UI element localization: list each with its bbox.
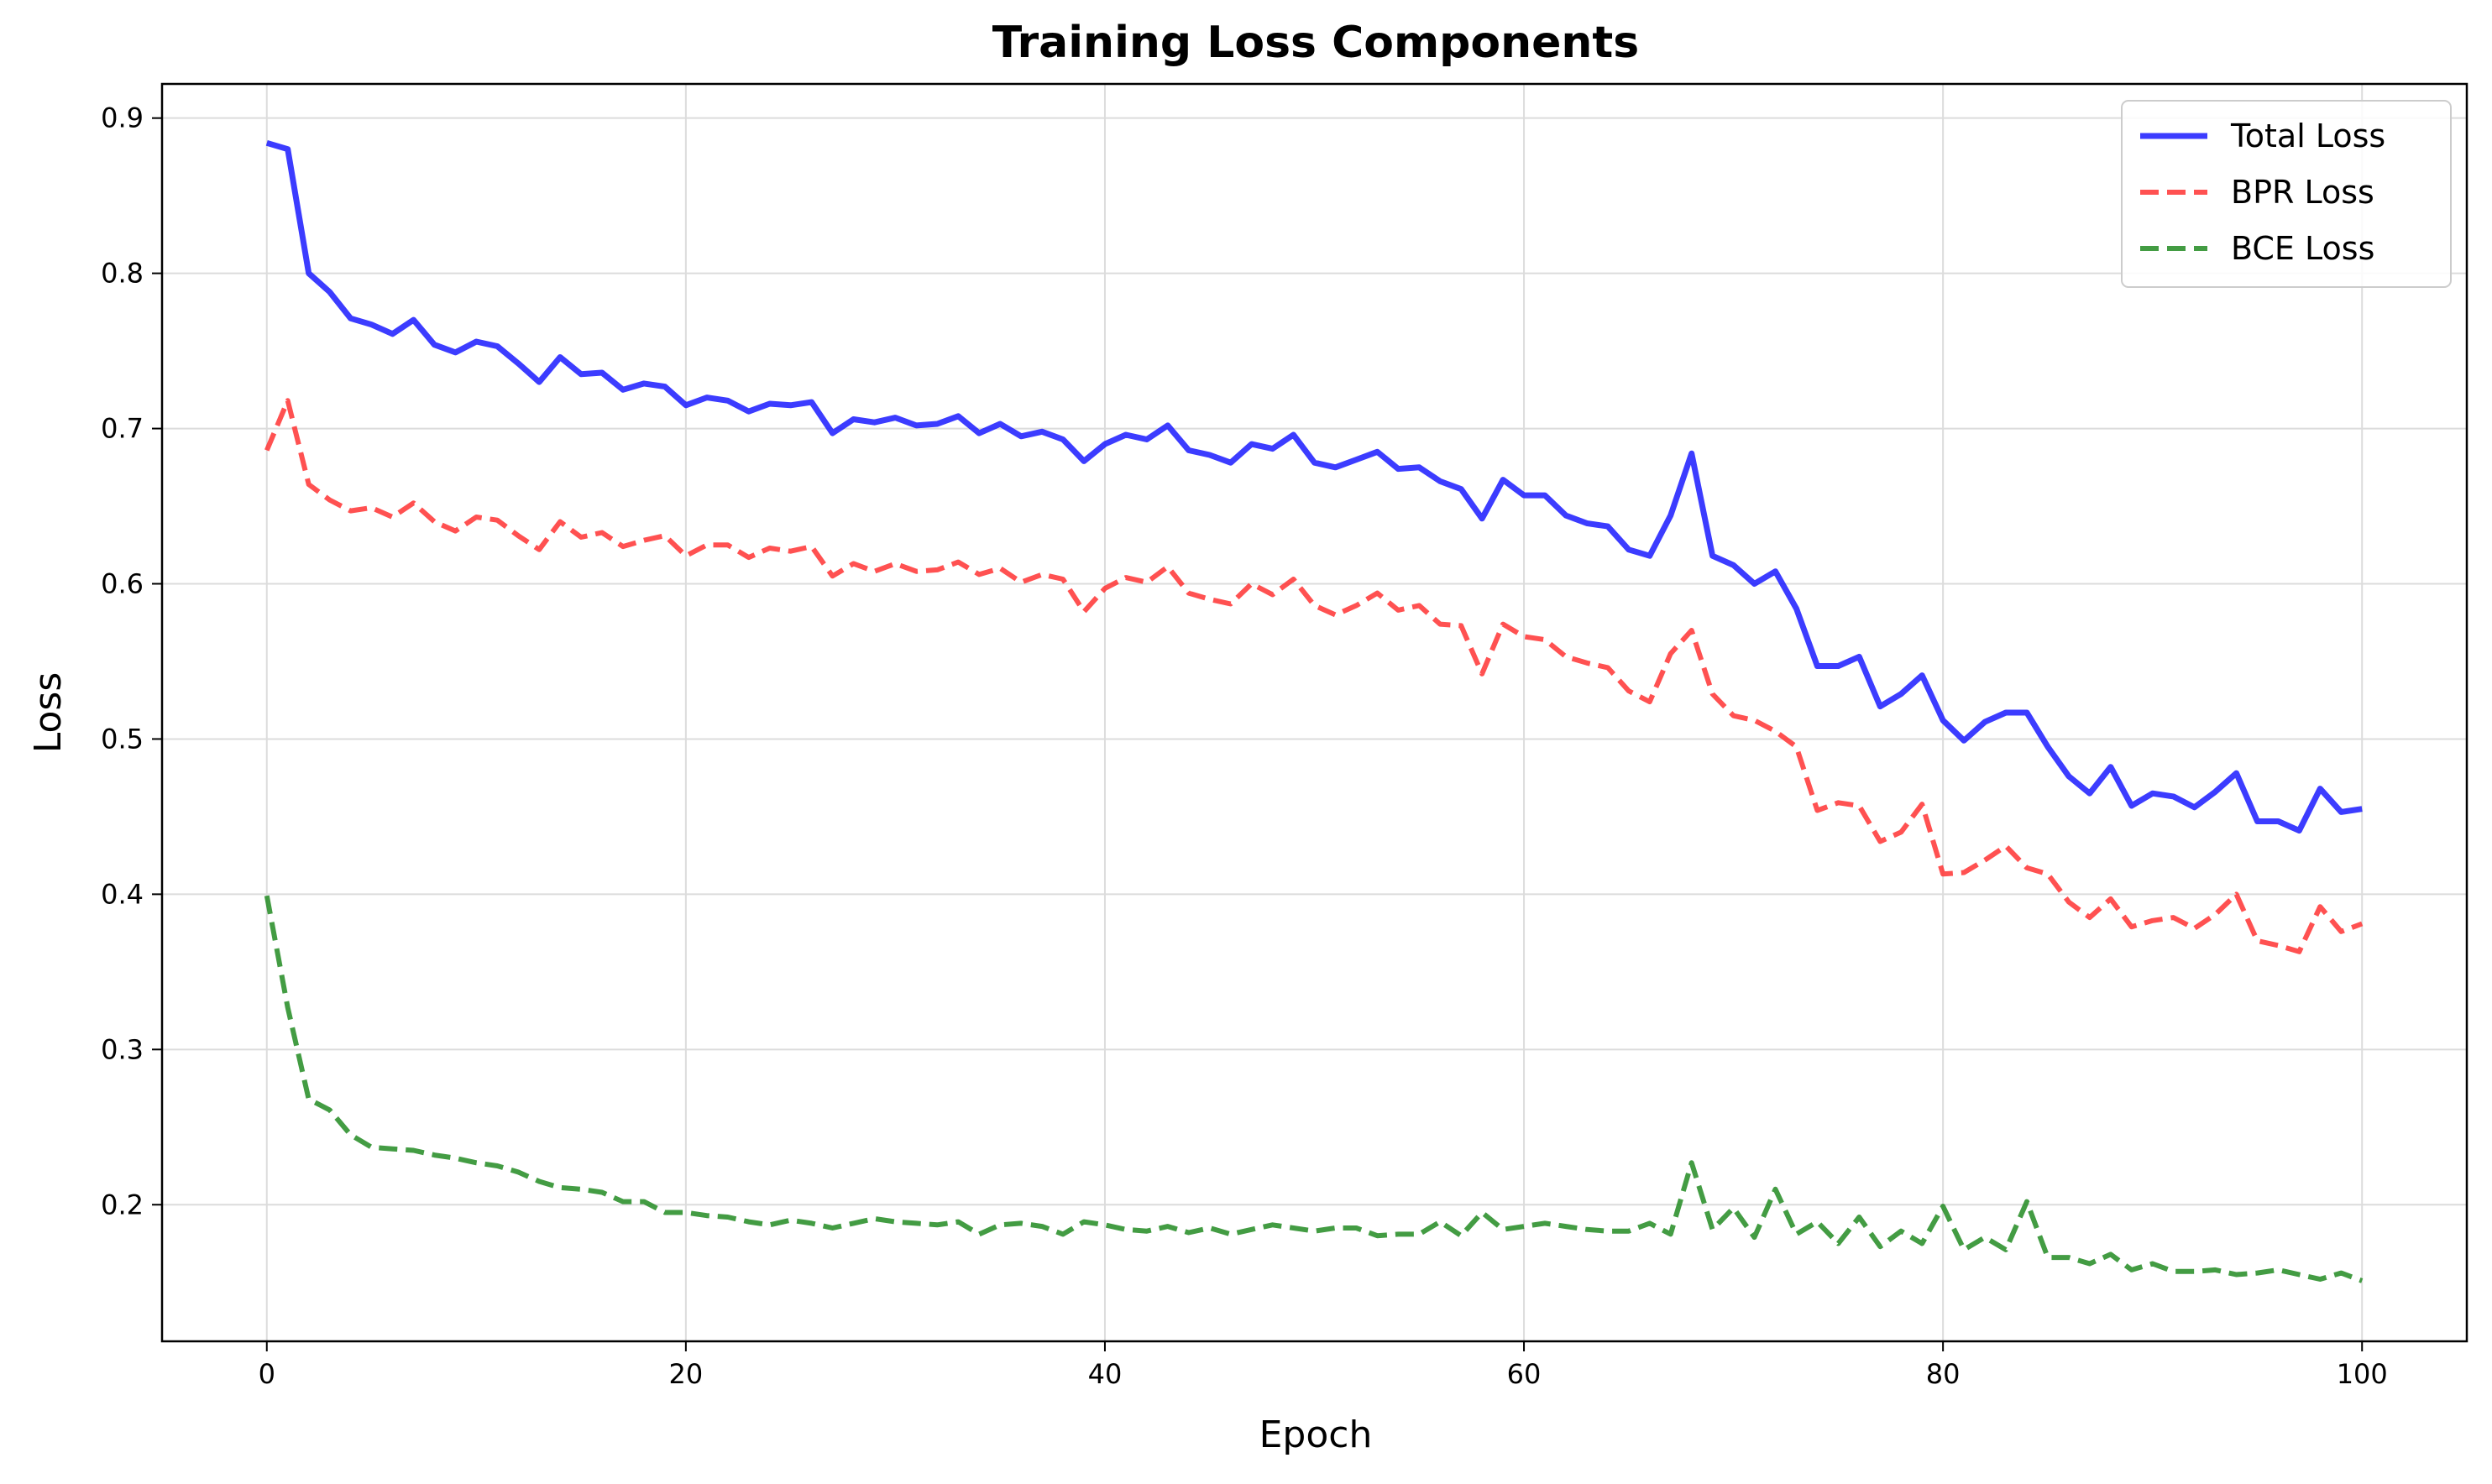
- x-axis-label: Epoch: [1259, 1413, 1373, 1456]
- y-tick-label: 0.4: [101, 878, 144, 910]
- legend-label: Total Loss: [2230, 118, 2385, 154]
- series-lines: [264, 139, 2364, 1283]
- legend: Total Loss BPR Loss BCE Loss: [2121, 100, 2452, 288]
- series-line-bpr-loss: [264, 398, 2364, 954]
- grid-lines: [162, 84, 2467, 1341]
- y-tick-label: 0.5: [101, 723, 144, 755]
- x-tick-label: 0: [259, 1358, 275, 1390]
- chart-title: Training Loss Components: [992, 18, 1640, 68]
- y-tick-label: 0.3: [101, 1033, 144, 1065]
- axis-ticks: 0 20 40 60 80 100 0.2 0.3 0.4 0.5 0.6 0.7 0.8 0.9: [101, 102, 2388, 1390]
- y-axis-label: Loss: [27, 672, 70, 754]
- legend-label: BCE Loss: [2231, 230, 2374, 267]
- x-tick-label: 20: [669, 1358, 704, 1390]
- x-tick-label: 100: [2337, 1358, 2388, 1390]
- plot-frame: [160, 82, 2468, 1343]
- x-tick-label: 60: [1507, 1358, 1542, 1390]
- series-line-bce-loss: [264, 895, 2364, 1283]
- x-tick-label: 40: [1088, 1358, 1123, 1390]
- y-tick-label: 0.6: [101, 568, 144, 600]
- legend-box: [2121, 100, 2452, 288]
- legend-label: BPR Loss: [2231, 174, 2374, 211]
- y-tick-label: 0.2: [101, 1189, 144, 1220]
- y-tick-label: 0.7: [101, 413, 144, 445]
- y-tick-label: 0.8: [101, 258, 144, 290]
- y-tick-label: 0.9: [101, 102, 144, 134]
- series-line-total-loss: [265, 139, 2363, 834]
- x-tick-label: 80: [1926, 1358, 1961, 1390]
